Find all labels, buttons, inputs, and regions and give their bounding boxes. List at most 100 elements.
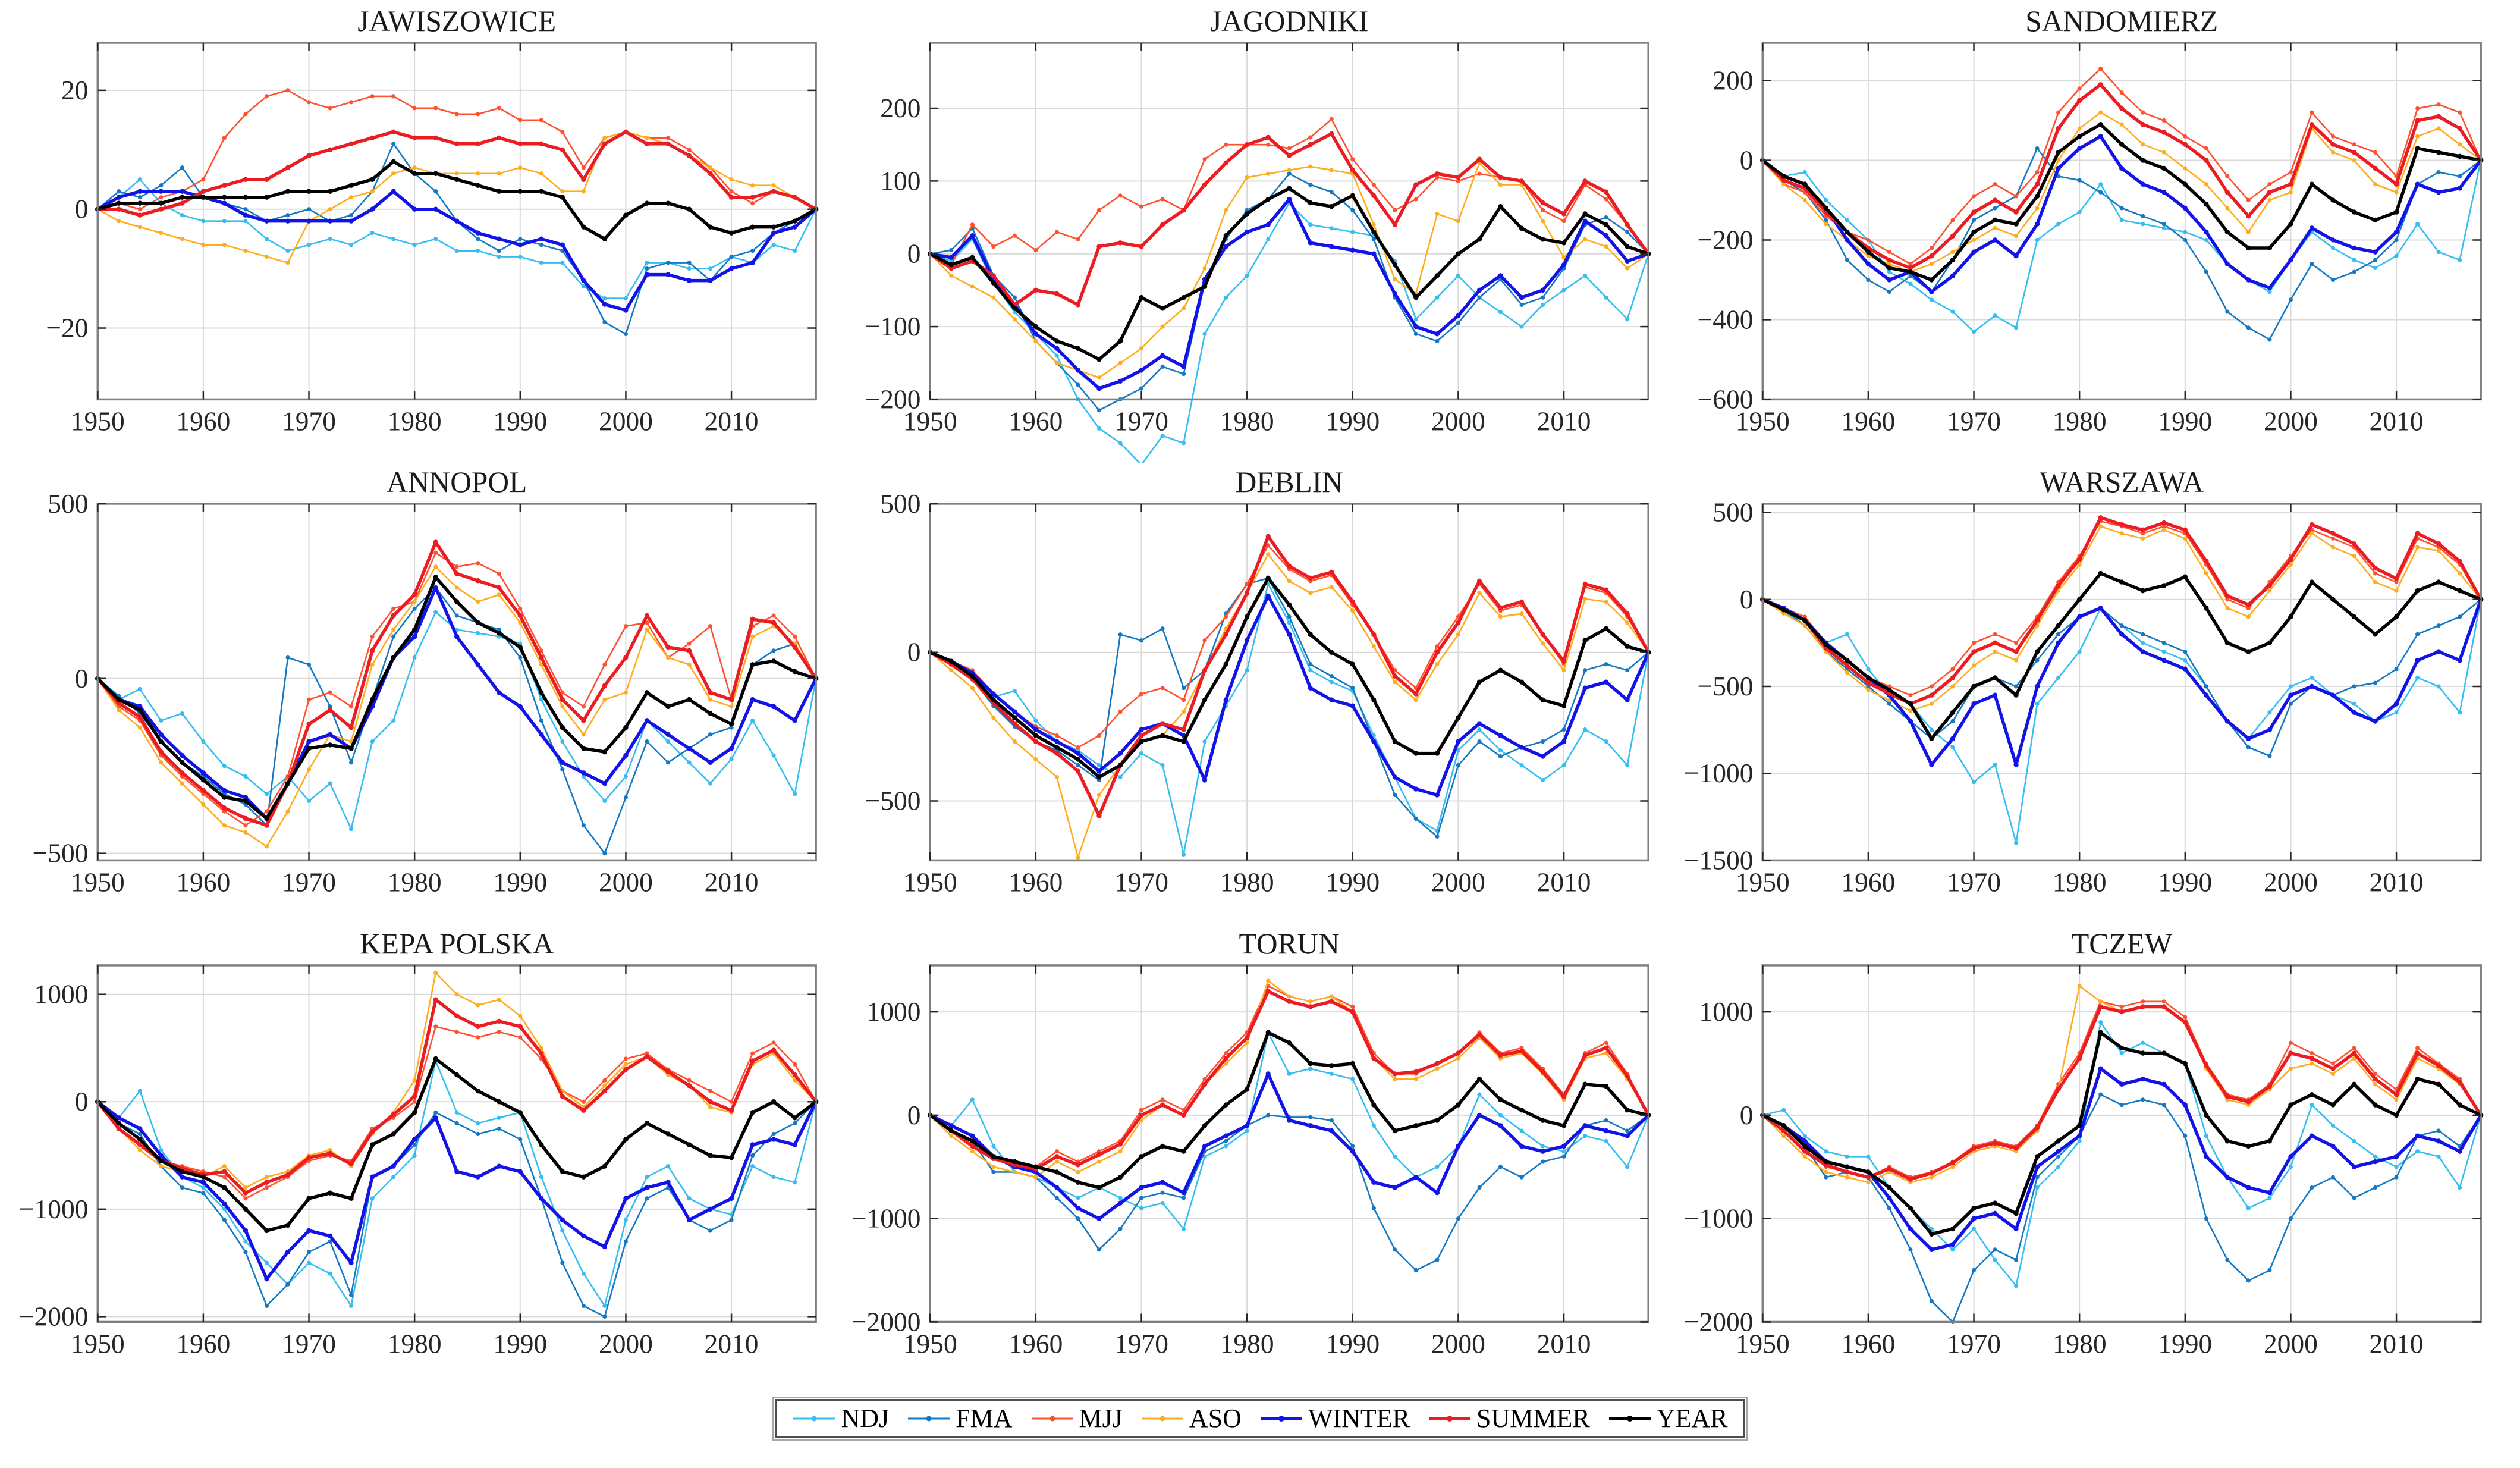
charts-grid: JAWISZOWICE 1950 1960 1970 1980 1990 2000 2010−…: [8, 5, 2490, 1386]
y-tick-label: −1000: [851, 1203, 921, 1233]
y-tick-label: 0: [1740, 584, 1754, 614]
x-tick-label: 1990: [493, 867, 547, 897]
x-tick-label: 1970: [1114, 406, 1168, 436]
x-tick-label: 1980: [2053, 867, 2107, 897]
series-year: [1760, 122, 2484, 283]
x-tick-label: 1950: [71, 1328, 125, 1359]
x-tick-label: 1990: [2158, 406, 2212, 436]
legend-label: FMA: [956, 1404, 1013, 1433]
chart-canvas: KEPA POLSKA 1950 1960 1970 1980 1990 2000 2010 −…: [19, 927, 819, 1359]
x-tick-label: 1960: [176, 1328, 230, 1359]
x-tick-label: 2000: [1431, 867, 1485, 897]
chart-jawiszowice: JAWISZOWICE 1950 1960 1970 1980 1990 2000 2010 −…: [8, 5, 825, 463]
x-tick-label: 1990: [493, 1328, 547, 1359]
y-tick-label: −2000: [851, 1306, 921, 1337]
y-tick-label: 0: [75, 193, 89, 224]
x-tick-label: 1960: [176, 406, 230, 436]
legend: NDJ FMA MJJ ASO WINTER SUMMER YEAR: [772, 1397, 1748, 1441]
x-tick-label: 1960: [176, 867, 230, 897]
chart-title: ANNOPOL: [387, 466, 527, 498]
x-tick-label: 1980: [388, 1328, 442, 1359]
x-tick-label: 1950: [903, 1328, 957, 1359]
series-year: [95, 1056, 819, 1233]
y-tick-label: 0: [1740, 1099, 1754, 1130]
y-tick-label: −200: [865, 384, 921, 414]
y-tick-label: 500: [880, 488, 920, 519]
x-tick-label: 1950: [71, 867, 125, 897]
y-tick-label: −1000: [1684, 758, 1754, 788]
chart-kepa-polska: KEPA POLSKA 1950 1960 1970 1980 1990 2000 2010 −…: [8, 927, 825, 1386]
x-tick-label: 1970: [1114, 1328, 1168, 1359]
series-year: [1760, 571, 2484, 742]
x-tick-label: 1970: [1947, 406, 2001, 436]
y-tick-label: −1000: [1684, 1203, 1754, 1233]
y-tick-label: −1500: [1684, 845, 1754, 876]
chart-warszawa: WARSZAWA 1950 1960 1970 1980 1990 2000 2010 −150…: [1673, 466, 2490, 924]
x-tick-label: 1970: [282, 1328, 336, 1359]
x-tick-label: 1950: [71, 406, 125, 436]
x-tick-label: 1970: [282, 406, 336, 436]
legend-label: ASO: [1189, 1404, 1242, 1433]
series-year: [95, 575, 819, 821]
series-year: [928, 186, 1651, 362]
y-tick-label: 20: [61, 75, 88, 105]
x-tick-label: 2000: [1431, 1328, 1485, 1359]
x-tick-label: 2010: [2370, 406, 2424, 436]
chart-annopol: ANNOPOL 1950 1960 1970 1980 1990 2000 2010 −500 0…: [8, 466, 825, 924]
x-tick-label: 1950: [1736, 867, 1790, 897]
legend-row: NDJ FMA MJJ ASO WINTER SUMMER YEAR: [0, 1386, 2520, 1451]
x-tick-label: 2010: [705, 406, 759, 436]
chart-title: JAWISZOWICE: [357, 5, 556, 37]
chart-sandomierz: SANDOMIERZ 1950 1960 1970 1980 1990 2000 2010 −6…: [1673, 5, 2490, 463]
y-tick-label: 1000: [1699, 996, 1754, 1027]
chart-canvas: DEBLIN 1950 1960 1970 1980 1990 2000 2010 −500 0 5…: [865, 466, 1651, 898]
x-tick-label: 1960: [1841, 1328, 1895, 1359]
y-tick-label: 0: [907, 1099, 921, 1130]
legend-item-summer: SUMMER: [1428, 1406, 1590, 1432]
y-tick-label: −500: [33, 838, 89, 868]
x-tick-label: 1950: [1736, 1328, 1790, 1359]
x-tick-label: 1980: [2053, 406, 2107, 436]
legend-label: SUMMER: [1476, 1404, 1590, 1433]
x-tick-label: 1980: [1220, 1328, 1274, 1359]
x-tick-label: 1950: [1736, 406, 1790, 436]
x-tick-label: 2000: [2264, 406, 2318, 436]
y-tick-label: 0: [907, 637, 921, 667]
x-tick-label: 1980: [388, 406, 442, 436]
legend-swatch-mjj: [1031, 1416, 1073, 1422]
x-tick-label: 1990: [493, 406, 547, 436]
legend-swatch-fma: [908, 1416, 950, 1422]
y-tick-label: −1000: [19, 1193, 89, 1224]
x-tick-label: 1950: [903, 867, 957, 897]
chart-canvas: WARSZAWA 1950 1960 1970 1980 1990 2000 2010 −150…: [1684, 466, 2484, 898]
legend-label: MJJ: [1079, 1404, 1123, 1433]
legend-item-winter: WINTER: [1259, 1406, 1410, 1432]
x-tick-label: 1970: [1114, 867, 1168, 897]
x-tick-label: 1970: [1947, 1328, 2001, 1359]
x-tick-label: 1960: [1008, 867, 1063, 897]
y-tick-label: −2000: [1684, 1306, 1754, 1337]
x-tick-label: 1950: [903, 406, 957, 436]
chart-title: DEBLIN: [1236, 466, 1343, 498]
y-tick-label: 1000: [867, 996, 921, 1027]
x-tick-label: 2010: [1537, 406, 1591, 436]
legend-swatch-aso: [1141, 1416, 1183, 1422]
x-tick-label: 1970: [282, 867, 336, 897]
series-year: [928, 1030, 1651, 1190]
chart-title: WARSZAWA: [2040, 466, 2204, 498]
y-tick-label: 0: [907, 239, 921, 269]
x-tick-label: 2010: [705, 1328, 759, 1359]
legend-swatch-year: [1608, 1416, 1651, 1422]
y-tick-label: −500: [1698, 671, 1754, 701]
y-tick-label: 0: [75, 663, 89, 694]
x-tick-label: 1990: [2158, 867, 2212, 897]
legend-label: NDJ: [841, 1404, 890, 1433]
legend-swatch-summer: [1429, 1416, 1471, 1422]
y-tick-label: −100: [865, 311, 921, 341]
x-tick-label: 1990: [1325, 406, 1380, 436]
x-tick-label: 1980: [1220, 406, 1274, 436]
x-tick-label: 1960: [1841, 406, 1895, 436]
